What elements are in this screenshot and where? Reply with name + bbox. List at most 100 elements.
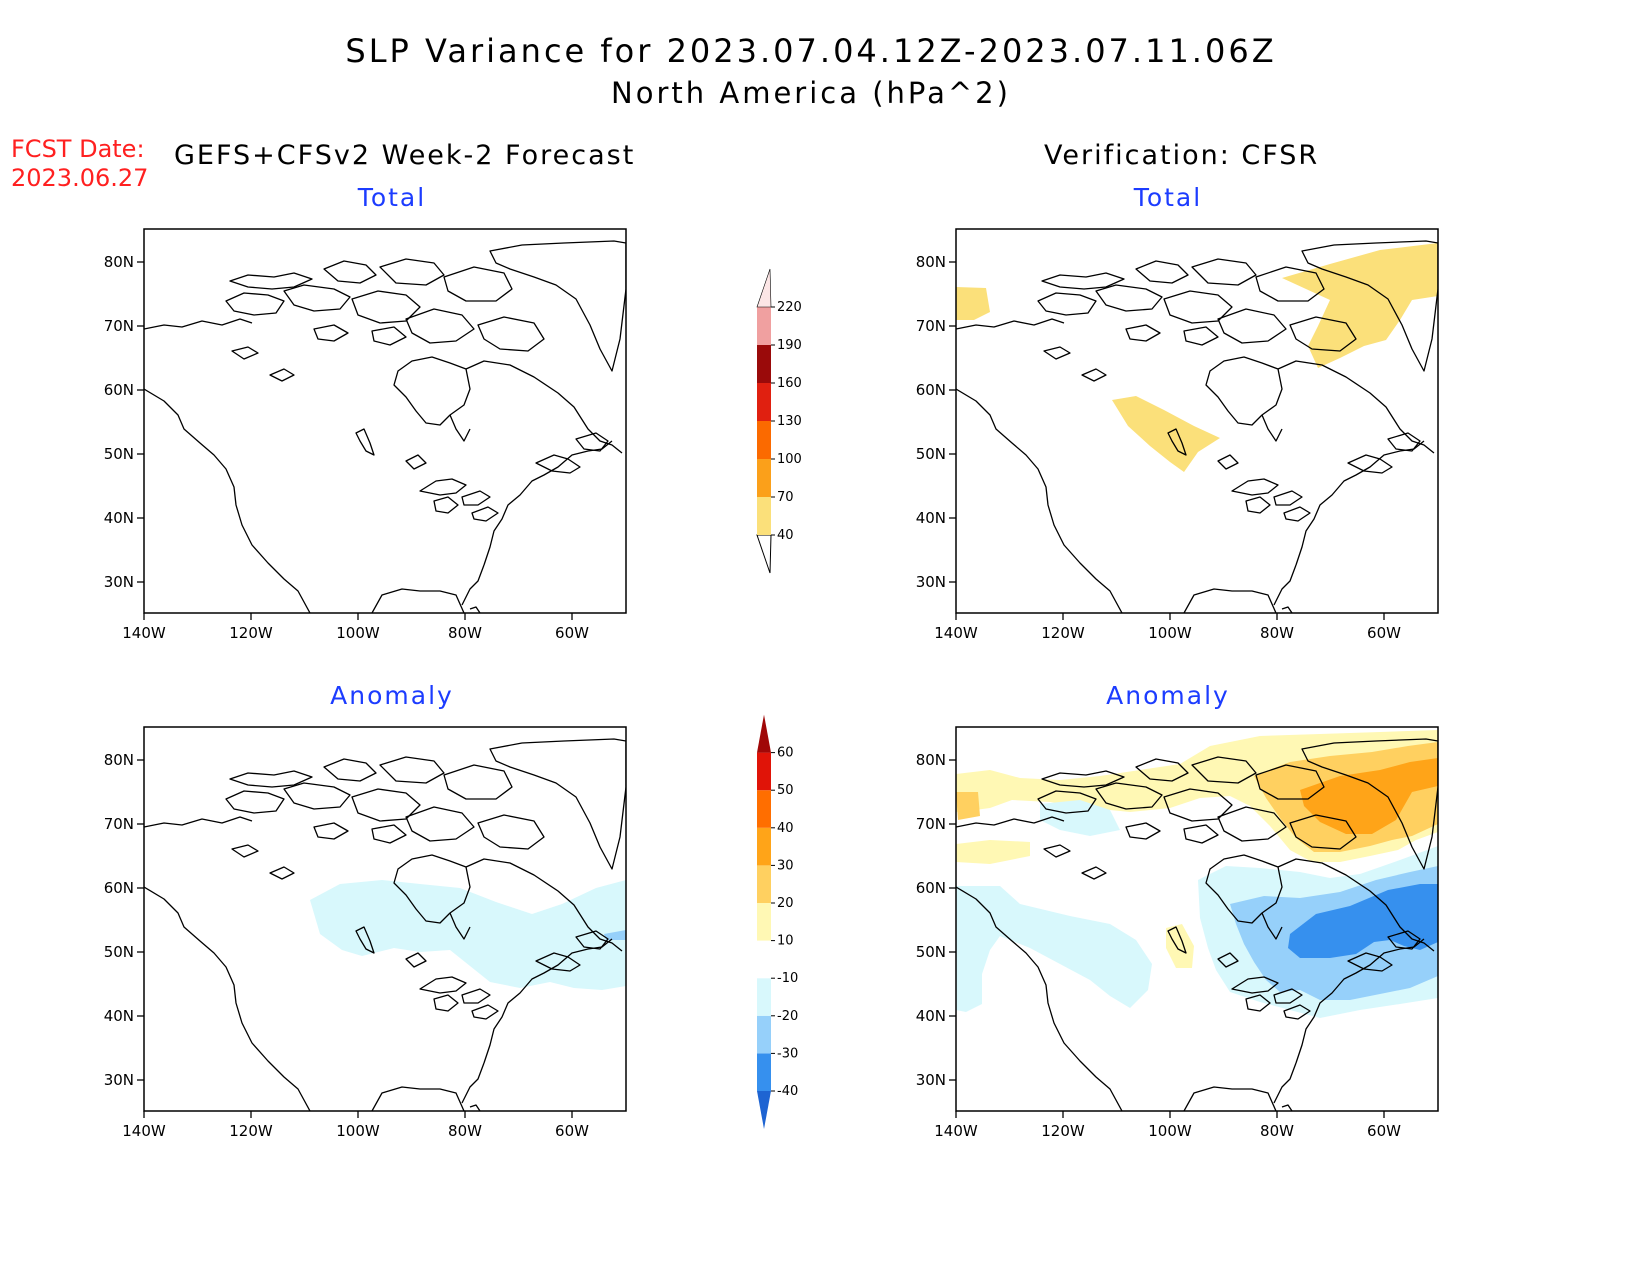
colorbar-swatch bbox=[757, 1053, 771, 1091]
colorbar-swatch bbox=[757, 345, 771, 383]
panel-title-forecast-anomaly: Anomaly bbox=[330, 681, 454, 710]
colorbar-label: 40 bbox=[777, 528, 794, 543]
map-frame bbox=[143, 228, 627, 614]
verification-column-heading: Verification: CFSR bbox=[1044, 140, 1320, 171]
lat-tick-label: 80N bbox=[104, 751, 134, 769]
colorbar-label: -30 bbox=[777, 1046, 798, 1061]
colorbar-extension bbox=[757, 1091, 771, 1129]
colorbar-swatch bbox=[757, 497, 771, 535]
lat-tick-label: 40N bbox=[104, 509, 134, 527]
lon-tick-label: 140W bbox=[934, 624, 978, 642]
colorbar-label: 190 bbox=[777, 338, 802, 353]
colorbar-label: 50 bbox=[777, 783, 794, 798]
lon-tick-label: 80W bbox=[1260, 624, 1294, 642]
colorbar-label: -40 bbox=[777, 1084, 798, 1099]
map-frame bbox=[143, 726, 627, 1112]
lat-tick-label: 30N bbox=[916, 1071, 946, 1089]
lat-tick-label: 70N bbox=[104, 815, 134, 833]
lat-tick-label: 40N bbox=[104, 1007, 134, 1025]
colorbar-swatch bbox=[757, 790, 771, 828]
lat-tick-label: 70N bbox=[916, 815, 946, 833]
lat-tick-label: 30N bbox=[104, 1071, 134, 1089]
map-panel-forecast-total bbox=[143, 228, 627, 614]
colorbar-swatch bbox=[757, 421, 771, 459]
panel-title-verification-anomaly: Anomaly bbox=[1106, 681, 1230, 710]
colorbar-label: 10 bbox=[777, 934, 794, 949]
colorbar-label: 100 bbox=[777, 452, 802, 467]
lat-tick-label: 30N bbox=[104, 573, 134, 591]
fcst-date-label: FCST Date: bbox=[11, 135, 145, 163]
map-panel-verification-anomaly bbox=[955, 726, 1439, 1112]
colorbar-swatch bbox=[757, 307, 771, 345]
colorbar-swatch bbox=[757, 865, 771, 903]
colorbar-label: 40 bbox=[777, 821, 794, 836]
colorbar-label: 130 bbox=[777, 414, 802, 429]
lon-tick-label: 140W bbox=[122, 1122, 166, 1140]
colorbar-label: 220 bbox=[777, 300, 802, 315]
lon-tick-label: 100W bbox=[1148, 1122, 1192, 1140]
lat-tick-label: 50N bbox=[916, 445, 946, 463]
colorbar-label: 60 bbox=[777, 746, 794, 761]
lon-tick-label: 60W bbox=[1367, 1122, 1401, 1140]
colorbar-total: 40 70 100 130 160 190 220 bbox=[756, 268, 802, 574]
lon-tick-label: 100W bbox=[336, 1122, 380, 1140]
colorbar-swatch bbox=[757, 752, 771, 791]
panel-title-verification-total: Total bbox=[1133, 183, 1203, 212]
colorbar-label: -10 bbox=[777, 971, 798, 986]
lon-tick-label: 80W bbox=[1260, 1122, 1294, 1140]
lon-tick-label: 80W bbox=[448, 624, 482, 642]
colorbar-swatch bbox=[757, 940, 771, 979]
lat-tick-label: 60N bbox=[916, 381, 946, 399]
lat-tick-label: 60N bbox=[104, 381, 134, 399]
colorbar-extension bbox=[757, 714, 771, 753]
colorbar-swatch bbox=[757, 459, 771, 497]
lat-tick-label: 60N bbox=[104, 879, 134, 897]
colorbar-swatch bbox=[757, 1015, 771, 1054]
colorbar-label: 20 bbox=[777, 896, 794, 911]
colorbar-extension bbox=[756, 534, 772, 574]
panel-title-forecast-total: Total bbox=[357, 183, 427, 212]
lon-tick-label: 60W bbox=[1367, 624, 1401, 642]
map-background bbox=[144, 229, 626, 613]
colorbar-label: 160 bbox=[777, 376, 802, 391]
colorbar-swatch bbox=[757, 383, 771, 421]
lon-tick-label: 140W bbox=[934, 1122, 978, 1140]
lon-tick-label: 60W bbox=[555, 624, 589, 642]
lon-tick-label: 100W bbox=[336, 624, 380, 642]
map-panel-verification-total bbox=[955, 228, 1439, 614]
forecast-column-heading: GEFS+CFSv2 Week-2 Forecast bbox=[174, 140, 636, 171]
lat-tick-label: 30N bbox=[916, 573, 946, 591]
lat-tick-label: 50N bbox=[104, 445, 134, 463]
lat-tick-label: 80N bbox=[916, 253, 946, 271]
colorbar-extension bbox=[756, 268, 772, 308]
lon-tick-label: 80W bbox=[448, 1122, 482, 1140]
colorbar-label: 70 bbox=[777, 490, 794, 505]
colorbar-swatch bbox=[757, 903, 771, 941]
map-frame bbox=[955, 726, 1439, 1112]
axes: 80N 70N 60N 50N 40N 30N 140W 120W 100W 80W 60W 80N 7… bbox=[104, 253, 1401, 1140]
colorbar-swatch bbox=[757, 827, 771, 866]
lon-tick-label: 60W bbox=[555, 1122, 589, 1140]
lat-tick-label: 40N bbox=[916, 1007, 946, 1025]
map-frame bbox=[955, 228, 1439, 614]
anomaly-shading bbox=[310, 880, 626, 990]
fcst-date-block: FCST Date: 2023.06.27 bbox=[11, 135, 148, 193]
lon-tick-label: 120W bbox=[1041, 624, 1085, 642]
lat-tick-label: 50N bbox=[916, 943, 946, 961]
lat-tick-label: 80N bbox=[104, 253, 134, 271]
lat-tick-label: 70N bbox=[104, 317, 134, 335]
lon-tick-label: 140W bbox=[122, 624, 166, 642]
map-panel-forecast-anomaly bbox=[143, 726, 627, 1112]
fcst-date-value: 2023.06.27 bbox=[11, 164, 149, 192]
lat-tick-label: 50N bbox=[104, 943, 134, 961]
lon-tick-label: 120W bbox=[229, 1122, 273, 1140]
lat-tick-label: 40N bbox=[916, 509, 946, 527]
map-subtitle: North America (hPa^2) bbox=[611, 76, 1011, 110]
variance-shading bbox=[956, 243, 1438, 472]
colorbar-swatch bbox=[757, 978, 771, 1016]
lat-tick-label: 60N bbox=[916, 879, 946, 897]
colorbar-anomaly: -40 -30 -20 -10 10 20 30 40 50 60 bbox=[757, 714, 798, 1129]
colorbar-label: -20 bbox=[777, 1009, 798, 1024]
lon-tick-label: 120W bbox=[229, 624, 273, 642]
